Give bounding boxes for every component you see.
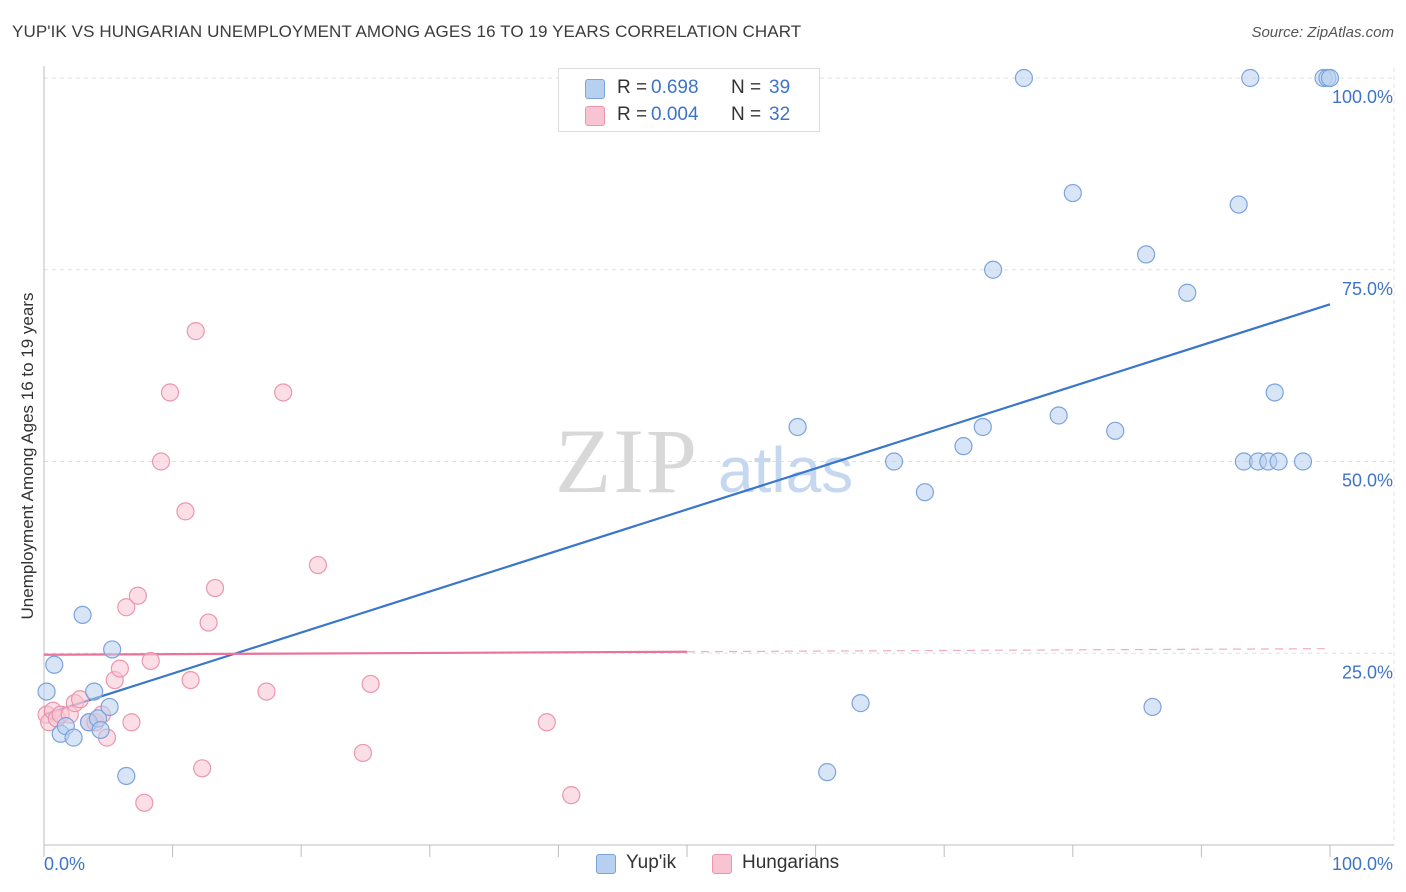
trendline-hungarians-extension	[686, 648, 1331, 653]
point-yupik	[1293, 452, 1313, 471]
legend-n-value: 39	[769, 77, 791, 98]
point-hungarians	[361, 674, 380, 694]
point-hungarians	[199, 613, 218, 632]
point-yupik	[85, 682, 104, 701]
trendline-yupik	[43, 303, 1331, 716]
point-yupik	[103, 640, 122, 659]
point-yupik	[37, 682, 56, 701]
point-yupik	[1320, 68, 1340, 88]
legend-r-label: R =	[617, 77, 648, 98]
point-yupik	[91, 720, 110, 740]
y-tick-label: 50.0%	[1342, 471, 1393, 491]
point-yupik	[1265, 383, 1284, 402]
point-yupik	[884, 452, 904, 471]
point-hungarians	[193, 759, 212, 778]
legend-n-value: 32	[769, 104, 791, 125]
legend-swatch-yupik	[585, 79, 605, 99]
y-tick-label: 100.0%	[1332, 87, 1393, 107]
series-swatch-hungarians	[712, 854, 732, 874]
point-yupik	[73, 605, 92, 625]
point-yupik	[1106, 421, 1125, 440]
point-yupik	[851, 694, 870, 713]
legend-n-label: N =	[731, 77, 762, 98]
point-hungarians	[141, 651, 160, 671]
point-yupik	[788, 417, 807, 437]
point-yupik	[915, 483, 935, 502]
point-hungarians	[151, 452, 171, 471]
tick-labels: 25.0% 50.0% 75.0% 100.0% 0.0% 100.0%	[44, 87, 1393, 874]
point-yupik	[64, 728, 83, 747]
point-yupik	[117, 766, 136, 786]
legend-r-value: 0.698	[651, 77, 699, 98]
point-hungarians	[308, 555, 328, 575]
point-yupik	[1178, 283, 1197, 302]
point-yupik	[973, 417, 992, 437]
point-hungarians	[70, 690, 90, 709]
point-hungarians	[274, 383, 293, 402]
watermark-atlas: atlas	[718, 434, 853, 506]
point-yupik	[954, 437, 973, 456]
y-axis-label: Unemployment Among Ages 16 to 19 years	[18, 292, 37, 620]
point-yupik	[818, 763, 837, 782]
x-tick-label: 0.0%	[44, 854, 85, 874]
point-yupik	[983, 260, 1003, 279]
point-yupik	[1229, 195, 1248, 214]
point-yupik	[1241, 68, 1260, 88]
point-hungarians	[128, 586, 147, 605]
point-yupik	[45, 655, 64, 674]
point-hungarians	[186, 322, 205, 341]
point-yupik	[100, 697, 119, 717]
point-yupik	[1137, 245, 1156, 264]
point-yupik	[1143, 697, 1162, 717]
legend-swatch-hungarians	[585, 106, 605, 126]
watermark-zip: ZIP	[555, 410, 699, 512]
x-tick-label: 100.0%	[1332, 854, 1393, 874]
y-tick-label: 25.0%	[1342, 662, 1393, 682]
point-yupik	[1014, 68, 1034, 88]
trendline-hungarians	[43, 650, 688, 656]
point-hungarians	[160, 383, 180, 402]
source-label: Source: ZipAtlas.com	[1251, 24, 1394, 41]
point-hungarians	[122, 713, 141, 732]
point-hungarians	[205, 578, 225, 598]
point-yupik	[1049, 406, 1068, 425]
point-hungarians	[117, 598, 136, 617]
correlation-legend: R = 0.698 N = 39 R = 0.004 N = 32	[558, 68, 820, 132]
legend-r-value: 0.004	[651, 104, 699, 125]
data-points	[37, 68, 1340, 812]
legend-n-label: N =	[731, 104, 762, 125]
legend-r-label: R =	[617, 104, 648, 125]
point-hungarians	[257, 682, 276, 701]
point-hungarians	[176, 502, 195, 521]
watermark: ZIP atlas	[555, 410, 853, 512]
point-yupik	[1269, 452, 1288, 471]
point-hungarians	[110, 659, 129, 678]
point-yupik	[1063, 183, 1082, 203]
point-hungarians	[562, 786, 581, 805]
series-legend-label: Yup'ik	[626, 852, 677, 873]
series-swatch-yupik	[596, 854, 616, 874]
point-hungarians	[135, 793, 154, 812]
point-hungarians	[181, 670, 200, 690]
y-tick-label: 75.0%	[1342, 279, 1393, 299]
chart-title: YUP'IK VS HUNGARIAN UNEMPLOYMENT AMONG A…	[12, 22, 802, 41]
series-legend-label: Hungarians	[742, 852, 840, 873]
point-hungarians	[353, 743, 373, 763]
point-hungarians	[537, 713, 556, 732]
